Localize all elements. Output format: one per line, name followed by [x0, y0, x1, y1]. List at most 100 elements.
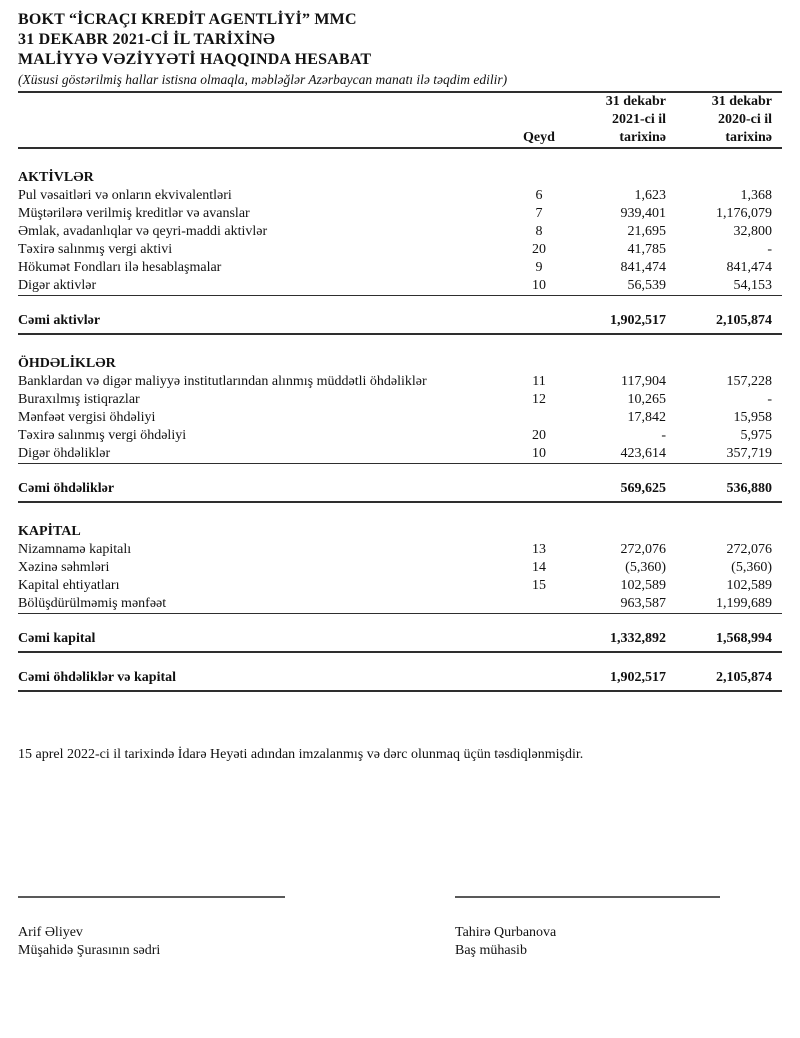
row-value-2021: - [661, 428, 666, 443]
row-label: Nizamnamə kapitalı [18, 542, 132, 557]
statement-title: MALİYYƏ VƏZİYYƏTİ HAQQINDA HESABAT [18, 51, 372, 68]
grand-total-value-2020: 2,105,874 [666, 661, 782, 692]
total-label: Cəmi öhdəliklər [18, 472, 574, 503]
section-heading: ÖHDƏLİKLƏR [18, 356, 116, 371]
section-total-row: Cəmi aktivlər 1,902,517 2,105,874 [18, 304, 782, 335]
row-value-2021: 17,842 [627, 410, 667, 425]
row-value-2020: 32,800 [733, 224, 773, 239]
spacer-row [18, 296, 782, 305]
row-label: Banklardan və digər maliyyə institutları… [18, 374, 427, 389]
signature-left: Arif Əliyev Müşahidə Şurasının sədri [18, 896, 285, 960]
row-value-2020: 54,153 [666, 277, 782, 296]
row-label: Müştərilərə verilmiş kreditlər və avansl… [18, 206, 250, 221]
row-note-ref: 10 [504, 277, 574, 296]
row-note-ref: 11 [532, 374, 546, 389]
column-header-2021: 31 dekabr 2021-ci il tarixinə [574, 93, 666, 149]
row-value-2020: - [767, 242, 772, 257]
currency-note: (Xüsusi göstərilmiş hallar istisna olmaq… [18, 72, 508, 87]
row-value-2021: (5,360) [625, 560, 666, 575]
table-row: Digər öhdəliklər 10 423,614 357,719 [18, 445, 782, 464]
column-header-note: Qeyd [504, 93, 574, 149]
table-row: Hökumət Fondları ilə hesablaşmalar 9 841,4… [18, 259, 782, 277]
row-value-2021: 841,474 [620, 260, 667, 275]
row-label: Digər aktivlər [18, 277, 504, 296]
row-note-ref: 9 [535, 260, 543, 275]
table-row: Nizamnamə kapitalı 13 272,076 272,076 [18, 541, 782, 559]
row-value-2020: 157,228 [726, 374, 773, 389]
row-label: Digər öhdəliklər [18, 445, 504, 464]
statement-date: 31 DEKABR 2021-Cİ İL TARİXİNƏ [18, 31, 276, 48]
row-label: Xəzinə səhmləri [18, 560, 110, 575]
row-note-ref: 20 [532, 428, 546, 443]
spacer-cell [18, 464, 782, 473]
row-label: Pul vəsaitləri və onların ekvivalentləri [18, 188, 232, 203]
signatory-name: Tahirə Qurbanova [455, 925, 557, 940]
row-value-2020: 1,199,689 [666, 595, 782, 614]
section-heading-row: AKTİVLƏR [18, 148, 782, 187]
approval-note: 15 aprel 2022-ci il tarixində İdarə Heyə… [18, 747, 584, 762]
table-row: Pul vəsaitləri və onların ekvivalentləri… [18, 187, 782, 205]
row-note-ref: 12 [532, 392, 546, 407]
table-row: Digər aktivlər 10 56,539 54,153 [18, 277, 782, 296]
table-row: Xəzinə səhmləri 14 (5,360) (5,360) [18, 559, 782, 577]
row-note-ref: 15 [532, 578, 546, 593]
row-value-2020: 272,076 [726, 542, 773, 557]
row-value-2021: 10,265 [627, 392, 667, 407]
row-note-ref [504, 595, 574, 614]
total-value-2020: 2,105,874 [666, 304, 782, 335]
section-total-row: Cəmi kapital 1,332,892 1,568,994 [18, 622, 782, 653]
row-value-2021: 56,539 [574, 277, 666, 296]
row-value-2021: 41,785 [627, 242, 667, 257]
table-row: Təxirə salınmış vergi aktivi 20 41,785 - [18, 241, 782, 259]
row-label: Əmlak, avadanlıqlar və qeyri-maddi aktiv… [18, 224, 268, 239]
row-note-ref: 8 [535, 224, 543, 239]
row-label: Buraxılmış istiqrazlar [18, 392, 140, 407]
row-label: Mənfəət vergisi öhdəliyi [18, 410, 156, 425]
table-row: Banklardan və digər maliyyə institutları… [18, 373, 782, 391]
total-value-2021: 1,332,892 [574, 622, 666, 653]
table-row: Əmlak, avadanlıqlar və qeyri-maddi aktiv… [18, 223, 782, 241]
spacer-row [18, 464, 782, 473]
grand-total-label: Cəmi öhdəliklər və kapital [18, 661, 574, 692]
table-row: Kapital ehtiyatları 15 102,589 102,589 [18, 577, 782, 595]
row-label: Hökumət Fondları ilə hesablaşmalar [18, 260, 222, 275]
table-row: Bölüşdürülməmiş mənfəət 963,587 1,199,689 [18, 595, 782, 614]
row-note-ref: 20 [532, 242, 546, 257]
row-note-ref: 7 [535, 206, 543, 221]
row-value-2020: 841,474 [726, 260, 773, 275]
table-row: Təxirə salınmış vergi öhdəliyi 20 - 5,975 [18, 427, 782, 445]
row-note-ref: 14 [532, 560, 546, 575]
row-value-2021: 963,587 [574, 595, 666, 614]
column-header-empty [18, 93, 504, 149]
row-value-2021: 1,623 [634, 188, 667, 203]
section-heading: AKTİVLƏR [18, 170, 94, 185]
balance-sheet-table: Qeyd 31 dekabr 2021-ci il tarixinə 31 de… [18, 93, 782, 692]
row-value-2021: 102,589 [620, 578, 667, 593]
spacer-row [18, 614, 782, 623]
table-row: Müştərilərə verilmiş kreditlər və avansl… [18, 205, 782, 223]
row-value-2020: 1,176,079 [716, 206, 772, 221]
row-value-2020: 15,958 [733, 410, 773, 425]
row-value-2020: (5,360) [731, 560, 772, 575]
grand-total-row: Cəmi öhdəliklər və kapital 1,902,517 2,105… [18, 661, 782, 692]
spacer-cell [18, 614, 782, 623]
row-label: Təxirə salınmış vergi öhdəliyi [18, 428, 187, 443]
total-label: Cəmi aktivlər [18, 304, 574, 335]
column-header-2020: 31 dekabr 2020-ci il tarixinə [666, 93, 782, 149]
row-value-2021: 423,614 [574, 445, 666, 464]
row-note-ref: 10 [504, 445, 574, 464]
row-value-2020: 1,368 [740, 188, 773, 203]
row-value-2020: 102,589 [726, 578, 773, 593]
table-header-row: Qeyd 31 dekabr 2021-ci il tarixinə 31 de… [18, 93, 782, 149]
table-row: Buraxılmış istiqrazlar 12 10,265 - [18, 391, 782, 409]
row-value-2021: 939,401 [620, 206, 667, 221]
section-total-row: Cəmi öhdəliklər 569,625 536,880 [18, 472, 782, 503]
signature-block: Arif Əliyev Müşahidə Şurasının sədri Tah… [18, 896, 782, 960]
row-note-ref [504, 409, 574, 427]
row-value-2020: - [767, 392, 772, 407]
total-value-2021: 1,902,517 [574, 304, 666, 335]
row-value-2020: 357,719 [666, 445, 782, 464]
row-note-ref: 13 [532, 542, 546, 557]
row-value-2021: 272,076 [620, 542, 667, 557]
